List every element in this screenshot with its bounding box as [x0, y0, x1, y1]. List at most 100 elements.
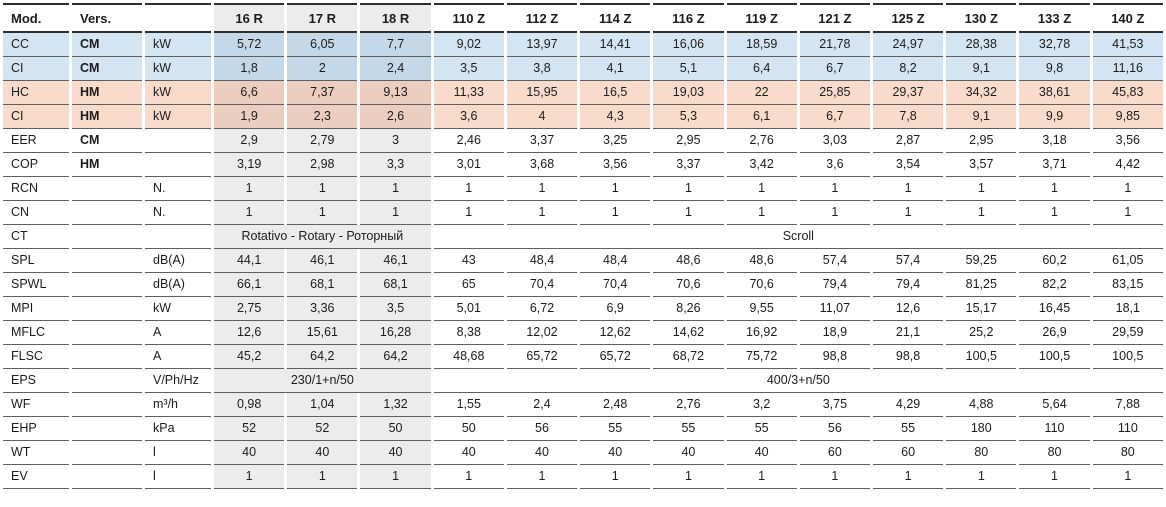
cell-span-r: 230/1+n/50	[214, 369, 431, 393]
row-vers	[72, 273, 142, 297]
cell-value: 1	[580, 177, 651, 201]
cell-value: 1	[726, 201, 797, 225]
cell-value: 180	[946, 417, 1017, 441]
row-vers: HM	[72, 153, 142, 177]
cell-value: 3,75	[799, 393, 870, 417]
table-row: SPL dB(A) 44,1 46,1 46,1 43 48,4 48,4 48,6 48,6 57…	[3, 249, 1163, 273]
cell-value: 60,2	[1019, 249, 1090, 273]
cell-value: 80	[946, 441, 1017, 465]
row-vers	[72, 321, 142, 345]
cell-value: 1	[287, 177, 358, 201]
cell-value: 26,9	[1019, 321, 1090, 345]
cell-value: 41,53	[1092, 33, 1163, 57]
row-label: EPS	[3, 369, 69, 393]
cell-value: 1	[433, 465, 504, 489]
cell-value: 1	[872, 201, 944, 225]
cell-value: 2,95	[653, 129, 724, 153]
cell-value: 9,9	[1019, 105, 1090, 129]
cell-value: 18,1	[1092, 297, 1163, 321]
cell-value: 64,2	[287, 345, 358, 369]
col-header: 119 Z	[726, 3, 797, 33]
cell-value: 24,97	[872, 33, 944, 57]
cell-value: 48,6	[726, 249, 797, 273]
cell-value: 1	[653, 177, 724, 201]
row-vers	[72, 201, 142, 225]
header-mod: Mod.	[3, 3, 69, 33]
cell-value: 1,9	[214, 105, 285, 129]
cell-value: 18,9	[799, 321, 870, 345]
cell-value: 2,46	[433, 129, 504, 153]
page: Mod. Vers. 16 R 17 R 18 R 110 Z 112 Z 114 Z 116 …	[3, 3, 1163, 489]
cell-value: 64,2	[360, 345, 431, 369]
cell-value: 3,25	[580, 129, 651, 153]
row-label: SPWL	[3, 273, 69, 297]
cell-value: 11,16	[1092, 57, 1163, 81]
col-header: 130 Z	[946, 3, 1017, 33]
cell-value: 2,76	[653, 393, 724, 417]
cell-value: 55	[580, 417, 651, 441]
row-label: WT	[3, 441, 69, 465]
cell-value: 1	[360, 177, 431, 201]
cell-value: 4,1	[580, 57, 651, 81]
row-label: WF	[3, 393, 69, 417]
cell-value: 50	[433, 417, 504, 441]
cell-value: 57,4	[872, 249, 944, 273]
cell-value: 40	[360, 441, 431, 465]
row-label: COP	[3, 153, 69, 177]
cell-value: 65	[433, 273, 504, 297]
cell-value: 2,76	[726, 129, 797, 153]
col-header: 140 Z	[1092, 3, 1163, 33]
cell-value: 12,6	[214, 321, 285, 345]
table-row: EHP kPa 52 52 50 50 56 55 55 55 56 55 180 110 110	[3, 417, 1163, 441]
cell-value: 100,5	[1019, 345, 1090, 369]
row-unit: N.	[145, 201, 211, 225]
col-header: 17 R	[287, 3, 358, 33]
cell-value: 80	[1092, 441, 1163, 465]
cell-value: 25,85	[799, 81, 870, 105]
cell-value: 16,5	[580, 81, 651, 105]
cell-value: 1	[1092, 177, 1163, 201]
cell-value: 65,72	[506, 345, 578, 369]
cell-value: 3,5	[433, 57, 504, 81]
cell-value: 1	[872, 177, 944, 201]
row-unit: V/Ph/Hz	[145, 369, 211, 393]
cell-value: 110	[1092, 417, 1163, 441]
row-unit: kW	[145, 105, 211, 129]
cell-value: 68,1	[287, 273, 358, 297]
table-row: WT l 40 40 40 40 40 40 40 40 60 60 80 80 80	[3, 441, 1163, 465]
cell-value: 46,1	[287, 249, 358, 273]
row-label: CI	[3, 105, 69, 129]
row-unit: kW	[145, 33, 211, 57]
row-label: MFLC	[3, 321, 69, 345]
cell-value: 2,75	[214, 297, 285, 321]
cell-value: 5,64	[1019, 393, 1090, 417]
cell-value: 29,37	[872, 81, 944, 105]
cell-value: 9,1	[946, 105, 1017, 129]
row-unit: kW	[145, 81, 211, 105]
cell-value: 1	[580, 201, 651, 225]
cell-value: 1	[799, 177, 870, 201]
cell-value: 19,03	[653, 81, 724, 105]
cell-value: 9,13	[360, 81, 431, 105]
cell-value: 40	[653, 441, 724, 465]
row-unit	[145, 225, 211, 249]
row-vers	[72, 465, 142, 489]
cell-value: 4,42	[1092, 153, 1163, 177]
cell-value: 3,6	[433, 105, 504, 129]
cell-span-z: 400/3+n/50	[433, 369, 1163, 393]
cell-value: 4,29	[872, 393, 944, 417]
cell-value: 3,5	[360, 297, 431, 321]
row-unit: kW	[145, 57, 211, 81]
cell-value: 1	[506, 177, 578, 201]
cell-value: 7,8	[872, 105, 944, 129]
cell-value: 81,25	[946, 273, 1017, 297]
cell-value: 2	[287, 57, 358, 81]
cell-value: 5,3	[653, 105, 724, 129]
row-unit: dB(A)	[145, 249, 211, 273]
cell-value: 3,57	[946, 153, 1017, 177]
cell-value: 100,5	[946, 345, 1017, 369]
row-label: SPL	[3, 249, 69, 273]
cell-value: 3,2	[726, 393, 797, 417]
cell-value: 3,71	[1019, 153, 1090, 177]
cell-value: 32,78	[1019, 33, 1090, 57]
